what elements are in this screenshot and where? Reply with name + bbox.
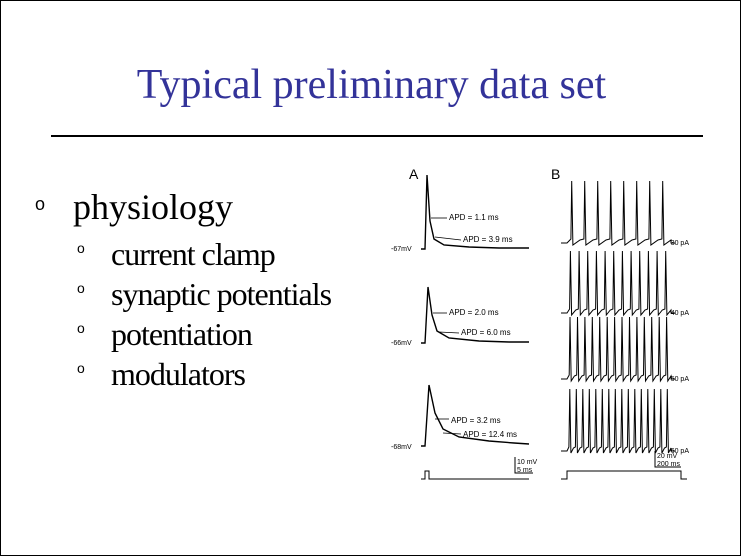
bullet-physiology: physiology — [73, 187, 234, 227]
current-step-label: 40 pA — [671, 310, 689, 317]
panel-b-label: B — [551, 166, 560, 182]
action-potential-trace — [421, 174, 529, 250]
apd-label: APD = 3.2 ms — [451, 416, 501, 425]
bullet-marker: o — [35, 194, 46, 214]
apd-marker-line — [434, 236, 462, 241]
action-potential-trace — [421, 384, 530, 447]
scale-bar-time-label: 200 ms — [657, 461, 680, 468]
sub-bullet-marker: o — [77, 240, 85, 256]
apd-label: APD = 1.1 ms — [449, 213, 499, 222]
current-step-trace — [561, 470, 687, 480]
electrophysiology-figure: A B -67mV APD = 1.1 ms APD = 3.9 ms -66m… — [389, 161, 689, 483]
sub-bullet-marker: o — [77, 320, 85, 336]
scale-bar-voltage-label: 20 mV — [657, 453, 678, 460]
scale-bar — [514, 457, 533, 474]
apd-label: APD = 3.9 ms — [463, 235, 513, 244]
sub-bullet-text: potentiation — [111, 316, 253, 352]
resting-potential-label: -68mV — [391, 444, 412, 451]
apd-marker-line — [442, 432, 462, 435]
spike-train-trace — [561, 388, 675, 454]
current-step-label: 60 pA — [671, 448, 689, 455]
resting-potential-label: -66mV — [391, 340, 412, 347]
apd-label: APD = 12.4 ms — [463, 430, 517, 439]
scale-bar-voltage-label: 10 mV — [517, 459, 538, 466]
sub-bullet-marker: o — [77, 280, 85, 296]
scale-bar — [654, 451, 681, 468]
apd-marker-line — [438, 331, 460, 334]
current-step-label: 50 pA — [671, 376, 689, 383]
current-step-label: 30 pA — [671, 240, 689, 247]
apd-label: APD = 2.0 ms — [449, 308, 499, 317]
spike-train-trace — [561, 316, 675, 383]
panel-a-traces: -67mV APD = 1.1 ms APD = 3.9 ms -66mV AP… — [391, 174, 538, 480]
sub-bullet-text: modulators — [111, 356, 246, 392]
action-potential-trace — [421, 286, 529, 344]
sub-bullet-text: synaptic potentials — [111, 276, 332, 312]
spike-train-trace — [561, 250, 675, 317]
traces-svg: A B -67mV APD = 1.1 ms APD = 3.9 ms -66m… — [391, 166, 689, 480]
apd-label: APD = 6.0 ms — [461, 328, 511, 337]
panel-a-label: A — [409, 166, 419, 182]
title-divider — [51, 135, 703, 137]
sub-bullet-text: current clamp — [111, 236, 276, 272]
slide-title: Typical preliminary data set — [136, 62, 607, 108]
panel-b-traces: 30 pA 40 pA 50 pA 60 pA — [561, 180, 689, 455]
sub-bullet-marker: o — [77, 360, 85, 376]
resting-potential-label: -67mV — [391, 246, 412, 253]
scale-bar-time-label: 5 ms — [517, 467, 533, 474]
spike-train-trace — [561, 180, 675, 246]
stimulus-trace — [421, 470, 529, 480]
